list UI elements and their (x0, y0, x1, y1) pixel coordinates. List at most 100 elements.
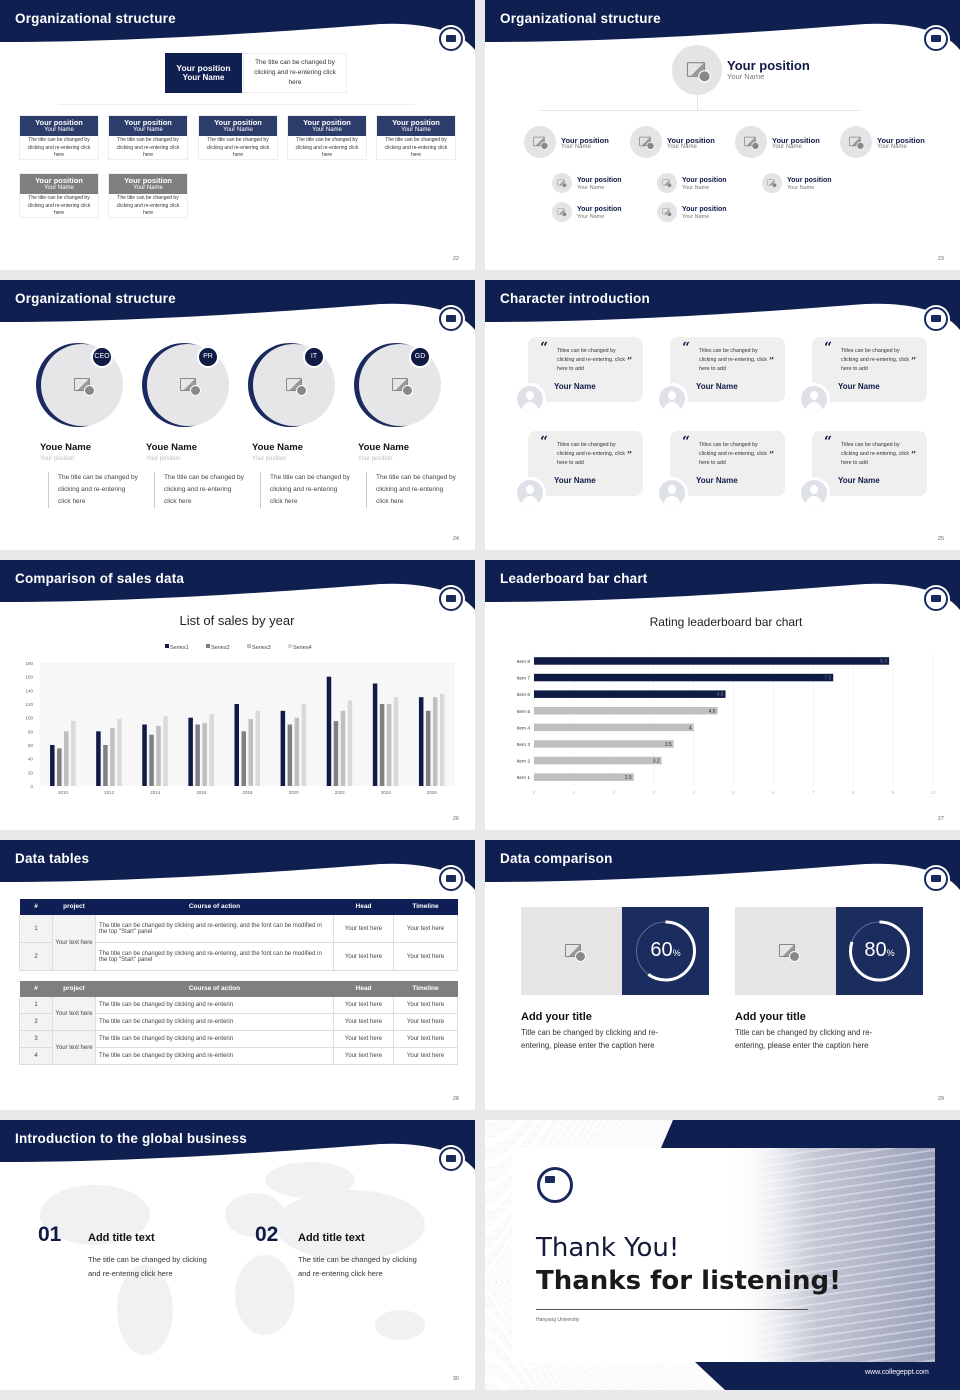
position-label: Your position (35, 118, 83, 127)
slide-26[interactable]: Comparison of sales data 26 List of sales … (0, 560, 475, 830)
header-band (0, 1120, 475, 1170)
x-tick-label: 0 (533, 790, 536, 795)
header-shape (0, 280, 475, 330)
avatar-head (526, 485, 534, 494)
position-label: Your position (176, 63, 231, 73)
slide-30[interactable]: Introduction to the global business 30 01 A… (0, 1120, 475, 1390)
image-placeholder-icon (779, 944, 800, 962)
x-tick-label: 2026 (427, 790, 438, 795)
testimonial-card: “ Titles can be changed by clicking and r… (528, 431, 643, 496)
row-number: 1 (19, 996, 53, 1014)
column-header: Course of action (188, 903, 241, 910)
divider (536, 1309, 808, 1310)
role-badge-label: PR (203, 353, 213, 360)
slide-29[interactable]: Data comparison 29 60% Add your title Title … (485, 840, 960, 1110)
bar-series3 (156, 725, 161, 786)
slide-27[interactable]: Leaderboard bar chart 27 Rating leaderboar… (485, 560, 960, 830)
person-name: Your Name (554, 476, 596, 485)
page-number: 27 (937, 816, 944, 822)
open-quote-icon: “ (824, 340, 833, 356)
bar-series4 (393, 697, 399, 786)
slide-title: Organizational structure (15, 11, 176, 26)
row-number: 2 (19, 942, 53, 971)
avatar-icon (656, 477, 688, 509)
continent-shape (375, 1310, 425, 1340)
slide-23[interactable]: Organizational structure 23 Your position Y… (485, 0, 960, 270)
org-card: Your position Your Name The title can be c… (376, 115, 456, 160)
timeline-cell: Your text here (393, 942, 458, 971)
slide-24[interactable]: Organizational structure 24 CEO Youe Name Yo… (0, 280, 475, 550)
bar-series1 (234, 704, 239, 786)
head-cell: Your text here (333, 942, 394, 971)
slide-28[interactable]: Data tables 28 # project Course of action Hea… (0, 840, 475, 1110)
quote-text: Titles can be changed by clicking and re… (557, 442, 626, 466)
row-number: 4 (19, 1047, 53, 1065)
image-placeholder-icon (557, 208, 567, 217)
slide-22[interactable]: Organizational structure 22 Your position Y… (0, 0, 475, 270)
avatar-placeholder (735, 126, 767, 158)
connector-line (540, 110, 860, 111)
column-header: project (63, 903, 85, 910)
open-quote-icon: “ (824, 434, 833, 450)
quote-text: Titles can be changed by clicking and re… (841, 348, 910, 372)
person-position: Your position (252, 456, 287, 462)
course-cell: The title can be changed by clicking and… (95, 914, 334, 943)
bar-series3 (294, 717, 300, 786)
connector-line (58, 104, 415, 105)
continent-shape (265, 1162, 355, 1198)
category-label: Item 6 (517, 692, 531, 698)
avatar-head (526, 391, 534, 400)
bar-value-label: 2.5 (625, 775, 632, 781)
avatar-body (522, 402, 538, 412)
continent-shape (117, 1265, 173, 1355)
slide-title: Leaderboard bar chart (500, 571, 648, 586)
thank-you-heading: Thank You! (536, 1233, 680, 1263)
header-shape (485, 560, 960, 610)
org-card-desc: The title can be changed by clicking and… (295, 137, 359, 158)
row-number: 3 (19, 1030, 53, 1048)
name-label: Your Name (787, 185, 815, 191)
y-tick-label: 100 (25, 716, 33, 721)
testimonial-card: “ Titles can be changed by clicking and r… (528, 337, 643, 402)
page-number: 23 (937, 256, 944, 262)
progress-ring (849, 920, 910, 982)
progress-ring-fill (635, 920, 696, 982)
slide-25[interactable]: Character introduction 25 “ Titles can be c… (485, 280, 960, 550)
progress-unit: % (886, 948, 895, 958)
bar-series4 (439, 693, 445, 786)
connector-line (697, 95, 698, 110)
image-placeholder-icon (767, 179, 777, 188)
bar-series2 (195, 724, 200, 786)
leaderboard-bar (534, 657, 890, 665)
position-label: Your position (787, 177, 832, 184)
sales-bar-chart: List of sales by year Series1 Series2 Serie… (25, 613, 455, 795)
x-tick-label: 2024 (381, 790, 392, 795)
category-label: Item 5 (517, 709, 531, 715)
bar-series3 (202, 723, 207, 786)
person-name: Your Name (696, 476, 738, 485)
avatar-body (664, 402, 680, 412)
progress-ring (635, 920, 696, 982)
x-tick-label: 2012 (104, 790, 115, 795)
table-row: 4 The title can be changed by clicking an… (19, 1047, 458, 1065)
bar-series1 (188, 717, 193, 786)
slide-title: Introduction to the global business (15, 1131, 247, 1146)
close-quote-icon: ” (911, 357, 917, 367)
head-cell: Your text here (333, 914, 394, 943)
x-tick-label: 2 (613, 790, 616, 795)
continent-shape (275, 1190, 425, 1260)
open-quote-icon: “ (682, 434, 691, 450)
head-cell: Your text here (333, 996, 394, 1014)
category-label: Item 1 (517, 775, 531, 781)
position-label: Your position (303, 118, 351, 127)
legend-label: Series2 (211, 645, 230, 651)
person-name: Youe Name (358, 442, 410, 453)
slide-31[interactable]: Thank You! Thanks for listening! Hanyang U… (485, 1120, 960, 1390)
header-shape (0, 1120, 475, 1170)
university-name: Hanyang University (536, 1317, 580, 1323)
bar-value-label: 4.6 (709, 709, 716, 715)
x-tick-label: 2014 (150, 790, 161, 795)
header-shape (485, 0, 960, 50)
testimonial-card: “ Titles can be changed by clicking and r… (670, 431, 785, 496)
bar-series3 (248, 719, 253, 786)
